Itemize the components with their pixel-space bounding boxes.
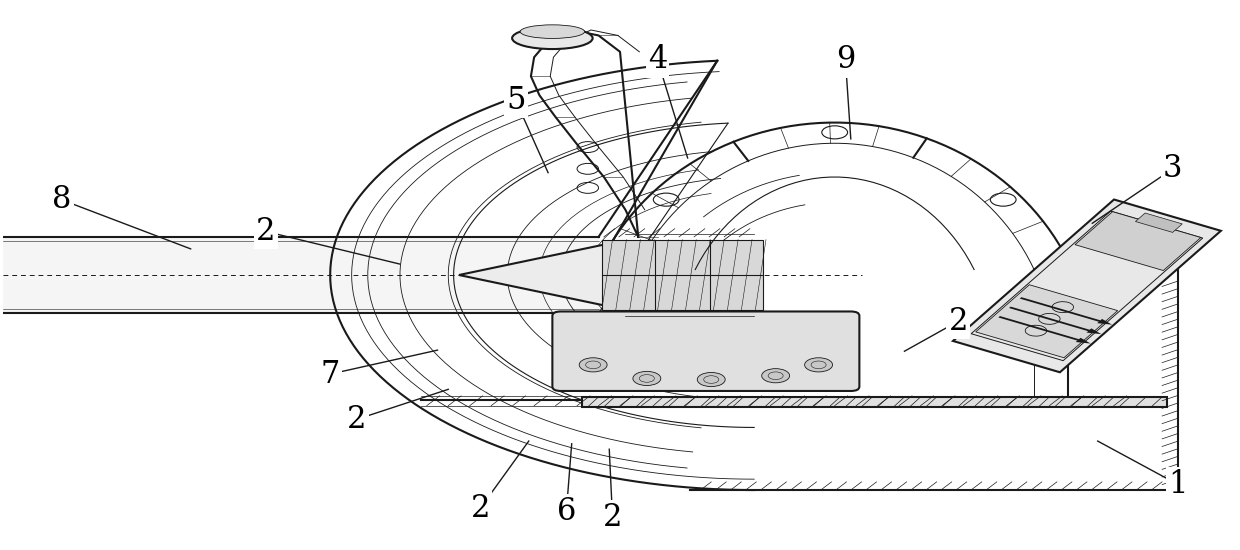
Bar bbox=[583, 397, 1167, 407]
FancyArrow shape bbox=[1009, 306, 1101, 334]
Ellipse shape bbox=[520, 25, 584, 39]
Bar bbox=[2, 237, 599, 313]
Circle shape bbox=[632, 371, 661, 386]
Bar bbox=[1075, 212, 1200, 271]
Circle shape bbox=[805, 358, 832, 372]
Circle shape bbox=[697, 372, 725, 387]
Text: 9: 9 bbox=[836, 45, 856, 75]
Text: 2: 2 bbox=[603, 502, 622, 533]
Polygon shape bbox=[459, 241, 620, 309]
Bar bbox=[954, 200, 1221, 372]
Text: 2: 2 bbox=[255, 216, 275, 247]
Text: 4: 4 bbox=[649, 45, 667, 75]
Circle shape bbox=[761, 368, 790, 383]
Text: 8: 8 bbox=[52, 184, 72, 216]
Ellipse shape bbox=[512, 28, 593, 49]
Circle shape bbox=[579, 358, 608, 372]
FancyArrow shape bbox=[998, 316, 1091, 344]
Text: 2: 2 bbox=[949, 306, 968, 337]
Text: 2: 2 bbox=[471, 492, 490, 524]
Text: 5: 5 bbox=[506, 85, 526, 116]
Bar bbox=[971, 211, 1203, 361]
Text: 6: 6 bbox=[557, 496, 577, 527]
Bar bbox=[1136, 213, 1182, 233]
Text: 2: 2 bbox=[347, 404, 367, 435]
FancyBboxPatch shape bbox=[552, 311, 859, 391]
Bar bbox=[976, 285, 1117, 358]
Text: 3: 3 bbox=[1163, 153, 1183, 184]
Bar bbox=[601, 240, 763, 310]
Text: 7: 7 bbox=[320, 359, 340, 389]
FancyArrow shape bbox=[1019, 297, 1112, 324]
Text: 1: 1 bbox=[1168, 469, 1188, 500]
